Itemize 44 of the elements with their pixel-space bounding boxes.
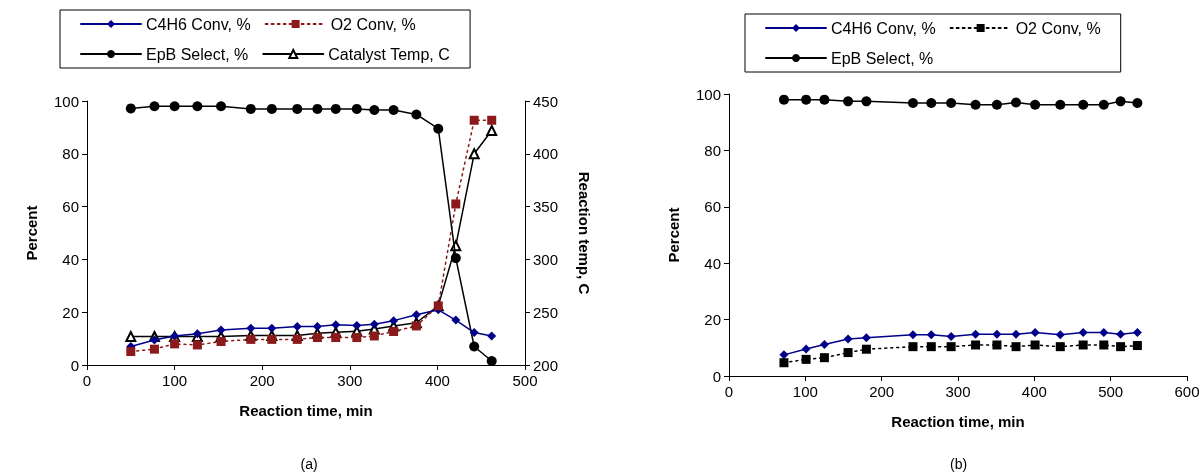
- x-tick-label: 0: [724, 383, 734, 400]
- y2-tick-label: 300: [533, 250, 559, 268]
- y2-tick-label: 250: [533, 303, 559, 321]
- legend-label: EpB Select, %: [831, 49, 934, 67]
- x-axis-title: Reaction time, min: [891, 413, 1025, 430]
- x-tick-label: 100: [162, 372, 188, 389]
- x-tick-label: 300: [945, 383, 971, 400]
- y2-axis-title: Reaction temp, C: [576, 171, 593, 295]
- y-tick-label: 100: [53, 92, 79, 110]
- x-tick-label: 300: [337, 372, 363, 389]
- x-tick-label: 200: [249, 372, 275, 389]
- y2-tick-label: 450: [533, 92, 559, 110]
- legend-label: C4H6 Conv, %: [831, 19, 936, 37]
- y-tick-label: 40: [704, 254, 721, 272]
- x-tick-label: 400: [1021, 383, 1047, 400]
- y-axis-title: Percent: [23, 205, 40, 261]
- y2-tick-label: 200: [533, 356, 559, 374]
- y-tick-label: 60: [704, 198, 721, 216]
- x-tick-label: 600: [1174, 383, 1200, 400]
- y-axis-title: Percent: [665, 207, 682, 263]
- y-tick-label: 40: [62, 250, 79, 268]
- y2-tick-label: 350: [533, 198, 559, 216]
- y-tick-label: 80: [704, 141, 721, 159]
- legend-label: EpB Select, %: [146, 45, 249, 63]
- x-tick-label: 500: [1098, 383, 1124, 400]
- x-axis-title: Reaction time, min: [239, 402, 373, 419]
- legend-label: Catalyst Temp, C: [328, 45, 450, 63]
- y-tick-label: 20: [62, 303, 79, 321]
- x-tick-label: 400: [424, 372, 450, 389]
- y-tick-label: 20: [704, 311, 721, 329]
- legend-label: C4H6 Conv, %: [146, 15, 251, 33]
- text: (a): [300, 456, 318, 472]
- legend-label: O2 Conv, %: [330, 15, 416, 33]
- x-tick-label: 200: [869, 383, 895, 400]
- y2-tick-label: 400: [533, 145, 559, 163]
- y-tick-label: 100: [695, 85, 721, 103]
- text: (b): [950, 456, 968, 472]
- legend-label: O2 Conv, %: [1015, 19, 1101, 37]
- y-tick-label: 0: [70, 356, 79, 374]
- x-tick-label: 0: [82, 372, 92, 389]
- y-tick-label: 60: [62, 198, 79, 216]
- y-tick-label: 80: [62, 145, 79, 163]
- x-tick-label: 500: [512, 372, 538, 389]
- x-tick-label: 100: [792, 383, 818, 400]
